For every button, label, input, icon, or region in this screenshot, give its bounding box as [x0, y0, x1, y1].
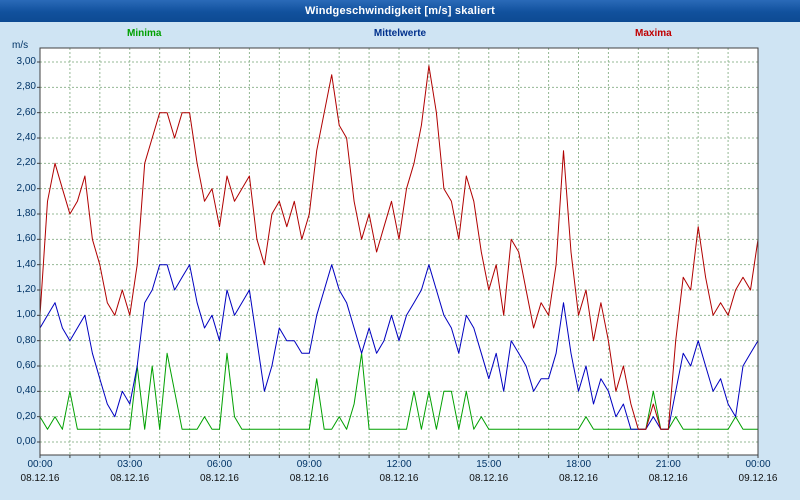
- legend-mittelwerte: Mittelwerte: [373, 28, 427, 39]
- legend-maxima: Maxima: [635, 28, 672, 39]
- title-bar: Windgeschwindigkeit [m/s] skaliert: [0, 0, 800, 22]
- y-axis-unit-label: m/s: [12, 40, 29, 51]
- series-line-maxima: [39, 65, 759, 430]
- legend-minima: Minima: [127, 28, 162, 39]
- window-title: Windgeschwindigkeit [m/s] skaliert: [304, 5, 496, 17]
